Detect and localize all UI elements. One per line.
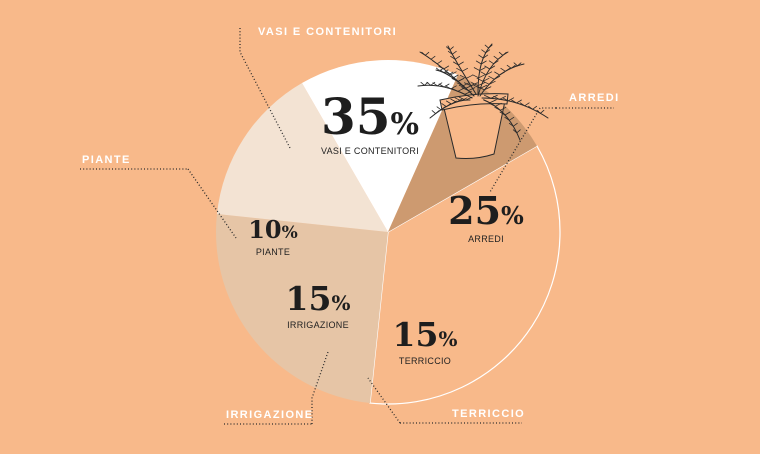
leader-line-vasi-e-contenitori: [239, 28, 291, 149]
percent-sign: %: [331, 291, 350, 315]
pie-slice-irrigazione: [302, 59, 458, 233]
slice-percent-piante: 10%: [248, 215, 298, 244]
slice-percent-arredi: 25%: [448, 188, 524, 233]
slice-percent-terriccio: 15%: [393, 315, 458, 354]
slice-label-piante: PIANTE: [256, 247, 290, 257]
callout-label-irrigazione: IRRIGAZIONE: [226, 409, 314, 421]
percent-sign: %: [282, 223, 298, 243]
callout-label-vasi-e-contenitori: VASI E CONTENITORI: [258, 26, 397, 38]
percent-sign: %: [501, 201, 524, 230]
percent-sign: %: [391, 107, 420, 142]
slice-percent-value: 10: [248, 215, 281, 244]
callout-label-terriccio: TERRICCIO: [452, 408, 525, 420]
pie-slice-vasi-e-contenitori: [369, 145, 561, 405]
slice-label-vasi-e-contenitori: VASI E CONTENITORI: [321, 146, 419, 156]
slice-label-terriccio: TERRICCIO: [399, 356, 451, 366]
leader-line-arredi: [489, 107, 556, 193]
slice-percent-value: 15: [286, 279, 332, 318]
percent-sign: %: [438, 327, 457, 351]
potted-fern-illustration: [417, 43, 549, 159]
callout-label-arredi: ARREDI: [569, 92, 620, 104]
slice-percent-irrigazione: 15%: [286, 279, 351, 318]
slice-percent-value: 15: [393, 315, 439, 354]
slice-label-arredi: ARREDI: [468, 234, 504, 244]
pie-slice-terriccio: [216, 83, 388, 232]
leader-line-irrigazione: [311, 351, 329, 424]
callout-label-piante: PIANTE: [82, 154, 131, 166]
slice-percent-value: 25: [448, 188, 501, 233]
slice-label-irrigazione: IRRIGAZIONE: [287, 320, 349, 330]
slice-percent-value: 35: [321, 87, 391, 146]
slice-percent-vasi-e-contenitori: 35%: [321, 87, 419, 146]
leader-line-piante: [187, 168, 237, 239]
pie-slice-arredi: [215, 214, 388, 404]
